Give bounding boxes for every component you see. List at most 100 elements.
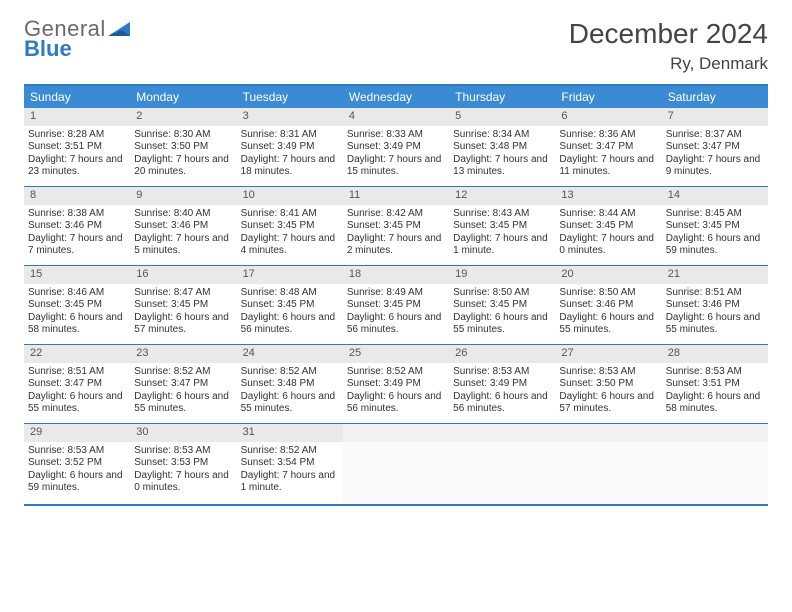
sunrise-label: Sunrise: [28, 287, 65, 298]
day-number: 18 [343, 266, 449, 284]
sunset-label: Sunset: [241, 220, 275, 231]
day-headers-row: SundayMondayTuesdayWednesdayThursdayFrid… [24, 86, 768, 108]
daylight-label: Daylight: [134, 233, 173, 244]
sunrise-value: 8:53 AM [67, 445, 104, 456]
day-body: Sunrise: 8:53 AMSunset: 3:51 PMDaylight:… [662, 363, 768, 421]
sunrise-label: Sunrise: [666, 129, 703, 140]
sunset-value: 3:47 PM [65, 378, 102, 389]
daylight-label: Daylight: [134, 154, 173, 165]
sunset-value: 3:49 PM [384, 141, 421, 152]
daylight-label: Daylight: [241, 391, 280, 402]
daylight-label: Daylight: [453, 312, 492, 323]
sunset-line: Sunset: 3:45 PM [241, 299, 339, 312]
daylight-label: Daylight: [559, 154, 598, 165]
sunrise-line: Sunrise: 8:36 AM [559, 129, 657, 142]
week-row: 29Sunrise: 8:53 AMSunset: 3:52 PMDayligh… [24, 423, 768, 504]
sunrise-label: Sunrise: [28, 445, 65, 456]
daylight-label: Daylight: [241, 233, 280, 244]
sunrise-label: Sunrise: [28, 208, 65, 219]
daylight-line: Daylight: 7 hours and 9 minutes. [666, 154, 764, 179]
day-body: Sunrise: 8:38 AMSunset: 3:46 PMDaylight:… [24, 205, 130, 263]
daylight-label: Daylight: [28, 470, 67, 481]
sunrise-line: Sunrise: 8:45 AM [666, 208, 764, 221]
sunset-line: Sunset: 3:46 PM [28, 220, 126, 233]
sunset-line: Sunset: 3:45 PM [453, 299, 551, 312]
sunset-value: 3:47 PM [702, 141, 739, 152]
sunrise-value: 8:43 AM [493, 208, 530, 219]
sunrise-value: 8:52 AM [174, 366, 211, 377]
day-cell: 31Sunrise: 8:52 AMSunset: 3:54 PMDayligh… [237, 424, 343, 504]
sunrise-line: Sunrise: 8:48 AM [241, 287, 339, 300]
day-number: 3 [237, 108, 343, 126]
sunset-label: Sunset: [347, 141, 381, 152]
day-number [449, 424, 555, 442]
sunset-line: Sunset: 3:50 PM [559, 378, 657, 391]
day-body: Sunrise: 8:42 AMSunset: 3:45 PMDaylight:… [343, 205, 449, 263]
day-body: Sunrise: 8:51 AMSunset: 3:46 PMDaylight:… [662, 284, 768, 342]
sunset-value: 3:46 PM [171, 220, 208, 231]
sunrise-label: Sunrise: [241, 287, 278, 298]
sunrise-value: 8:50 AM [493, 287, 530, 298]
sunrise-line: Sunrise: 8:41 AM [241, 208, 339, 221]
sunset-line: Sunset: 3:49 PM [241, 141, 339, 154]
day-cell: 17Sunrise: 8:48 AMSunset: 3:45 PMDayligh… [237, 266, 343, 344]
sunrise-label: Sunrise: [241, 445, 278, 456]
daylight-line: Daylight: 7 hours and 1 minute. [453, 233, 551, 258]
day-cell: 16Sunrise: 8:47 AMSunset: 3:45 PMDayligh… [130, 266, 236, 344]
day-body: Sunrise: 8:41 AMSunset: 3:45 PMDaylight:… [237, 205, 343, 263]
sunrise-label: Sunrise: [559, 129, 596, 140]
day-cell: 6Sunrise: 8:36 AMSunset: 3:47 PMDaylight… [555, 108, 661, 186]
sunset-line: Sunset: 3:49 PM [453, 378, 551, 391]
day-number: 17 [237, 266, 343, 284]
sunset-label: Sunset: [453, 299, 487, 310]
day-body: Sunrise: 8:37 AMSunset: 3:47 PMDaylight:… [662, 126, 768, 184]
week-row: 22Sunrise: 8:51 AMSunset: 3:47 PMDayligh… [24, 344, 768, 423]
day-cell-empty [662, 424, 768, 504]
sunset-line: Sunset: 3:47 PM [559, 141, 657, 154]
daylight-line: Daylight: 6 hours and 57 minutes. [559, 391, 657, 416]
sunset-label: Sunset: [559, 141, 593, 152]
sunrise-value: 8:30 AM [174, 129, 211, 140]
sunrise-line: Sunrise: 8:43 AM [453, 208, 551, 221]
day-number: 11 [343, 187, 449, 205]
sunset-label: Sunset: [347, 220, 381, 231]
sunset-line: Sunset: 3:48 PM [241, 378, 339, 391]
day-header-friday: Friday [555, 86, 661, 108]
sunrise-label: Sunrise: [134, 208, 171, 219]
day-body: Sunrise: 8:33 AMSunset: 3:49 PMDaylight:… [343, 126, 449, 184]
day-number: 15 [24, 266, 130, 284]
sunrise-value: 8:53 AM [493, 366, 530, 377]
day-cell: 7Sunrise: 8:37 AMSunset: 3:47 PMDaylight… [662, 108, 768, 186]
day-cell: 11Sunrise: 8:42 AMSunset: 3:45 PMDayligh… [343, 187, 449, 265]
sunset-label: Sunset: [241, 141, 275, 152]
sunrise-line: Sunrise: 8:30 AM [134, 129, 232, 142]
sunrise-label: Sunrise: [666, 366, 703, 377]
day-number: 22 [24, 345, 130, 363]
sunrise-label: Sunrise: [559, 366, 596, 377]
sunset-value: 3:52 PM [65, 457, 102, 468]
day-number: 19 [449, 266, 555, 284]
daylight-label: Daylight: [28, 233, 67, 244]
daylight-line: Daylight: 6 hours and 55 minutes. [453, 312, 551, 337]
day-number: 30 [130, 424, 236, 442]
day-cell: 29Sunrise: 8:53 AMSunset: 3:52 PMDayligh… [24, 424, 130, 504]
sunset-value: 3:47 PM [171, 378, 208, 389]
day-cell: 23Sunrise: 8:52 AMSunset: 3:47 PMDayligh… [130, 345, 236, 423]
sunset-label: Sunset: [241, 378, 275, 389]
sunrise-value: 8:37 AM [705, 129, 742, 140]
sunset-line: Sunset: 3:47 PM [134, 378, 232, 391]
sunset-line: Sunset: 3:54 PM [241, 457, 339, 470]
day-body: Sunrise: 8:40 AMSunset: 3:46 PMDaylight:… [130, 205, 236, 263]
day-cell: 4Sunrise: 8:33 AMSunset: 3:49 PMDaylight… [343, 108, 449, 186]
sunset-label: Sunset: [28, 299, 62, 310]
sunrise-line: Sunrise: 8:47 AM [134, 287, 232, 300]
day-cell: 22Sunrise: 8:51 AMSunset: 3:47 PMDayligh… [24, 345, 130, 423]
day-number: 9 [130, 187, 236, 205]
sunrise-line: Sunrise: 8:51 AM [666, 287, 764, 300]
sunset-value: 3:49 PM [384, 378, 421, 389]
sunset-value: 3:47 PM [596, 141, 633, 152]
day-body: Sunrise: 8:52 AMSunset: 3:54 PMDaylight:… [237, 442, 343, 500]
header: General Blue December 2024 Ry, Denmark [24, 18, 768, 74]
sunrise-value: 8:49 AM [386, 287, 423, 298]
daylight-line: Daylight: 7 hours and 13 minutes. [453, 154, 551, 179]
